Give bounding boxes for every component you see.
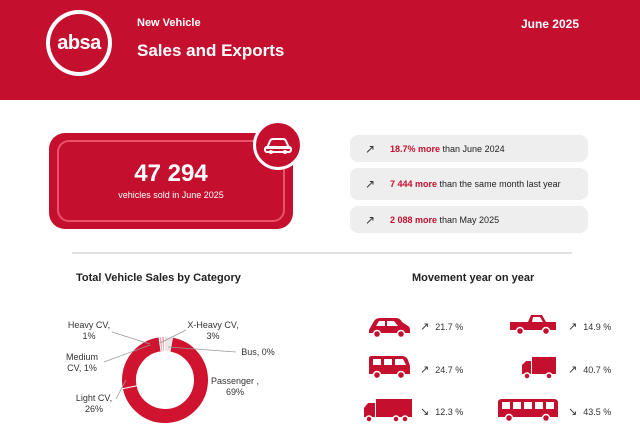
category-donut-chart: [122, 336, 208, 423]
donut-separator: [158, 337, 162, 352]
stat-text: than the same month last year: [437, 179, 561, 189]
kpi-card-inner: [57, 140, 285, 222]
stat-pill-mom: ↗ 2 088 more than May 2025: [350, 206, 588, 233]
movement-bus: ↘ 43.5 %: [568, 405, 611, 418]
trend-up-icon: ↗: [364, 141, 376, 156]
trend-down-icon: ↘: [568, 406, 578, 418]
label-medium-cv: Medium CV, 1%: [65, 352, 98, 373]
trend-up-icon: ↗: [568, 321, 578, 333]
kpi-label: vehicles sold in June 2025: [118, 190, 224, 200]
donut-slice-passenger: [122, 337, 208, 423]
trend-up-icon: ↗: [420, 364, 430, 376]
truck-icon: [522, 357, 556, 380]
page-title: Sales and Exports: [137, 41, 285, 60]
stat-highlight: 18.7% more: [390, 143, 441, 154]
donut-slice-light-cv: [122, 337, 162, 389]
trend-up-icon: ↗: [364, 177, 376, 191]
heavy-truck-icon: [364, 399, 412, 423]
stat-highlight: 2 088 more: [390, 214, 438, 225]
passenger-car-icon: [369, 318, 410, 338]
pickup-icon: [510, 315, 556, 336]
section-divider: [72, 252, 572, 254]
movement-value: 40.7 %: [583, 364, 612, 375]
label-x-heavy: X-Heavy CV, 3%: [187, 320, 239, 341]
bus-icon: [498, 399, 558, 423]
movement-heavy-truck: ↘ 12.3 %: [420, 405, 463, 418]
label-passenger: Passenger , 69%: [210, 376, 260, 397]
trend-down-icon: ↘: [420, 406, 430, 418]
donut-separator: [122, 385, 137, 390]
car-icon: [253, 120, 303, 170]
donut-separator: [161, 337, 164, 352]
stat-highlight: 7 444 more: [390, 179, 438, 189]
stat-pill-same-month: ↗ 7 444 more than the same month last ye…: [350, 168, 588, 200]
kpi-value: 47 294: [134, 160, 208, 187]
movement-value: 14.9 %: [583, 321, 612, 332]
movement-value: 21.7 %: [435, 321, 464, 332]
label-heavy-cv: Heavy CV, 1%: [67, 320, 111, 341]
header-bar: absa New Vehicle Sales and Exports June …: [0, 0, 640, 100]
movement-value: 12.3 %: [435, 406, 464, 417]
trend-up-icon: ↗: [420, 321, 430, 333]
movement-passenger: ↗ 21.7 %: [420, 320, 463, 333]
stat-text: than June 2024: [440, 143, 505, 154]
label-bus: Bus, 0%: [241, 347, 275, 357]
movement-value: 24.7 %: [435, 364, 464, 375]
trend-up-icon: ↗: [364, 212, 376, 227]
movement-pickup: ↗ 14.9 %: [568, 320, 611, 333]
report-date: June 2025: [520, 17, 579, 31]
movement-van: ↗ 24.7 %: [420, 363, 463, 376]
movement-value: 43.5 %: [583, 406, 612, 417]
logo-text: absa: [50, 14, 108, 72]
trend-up-icon: ↗: [568, 364, 578, 376]
movement-title: Movement year on year: [412, 272, 535, 284]
category-title: Total Vehicle Sales by Category: [76, 272, 241, 284]
stat-text: than May 2025: [437, 214, 500, 225]
label-light-cv: Light CV, 26%: [75, 393, 113, 414]
header-kicker: New Vehicle: [137, 17, 201, 29]
stat-pill-yoy: ↗ 18.7% more than June 2024: [350, 135, 588, 162]
absa-logo: absa: [46, 10, 112, 76]
van-icon: [369, 356, 410, 380]
movement-truck: ↗ 40.7 %: [568, 363, 611, 376]
